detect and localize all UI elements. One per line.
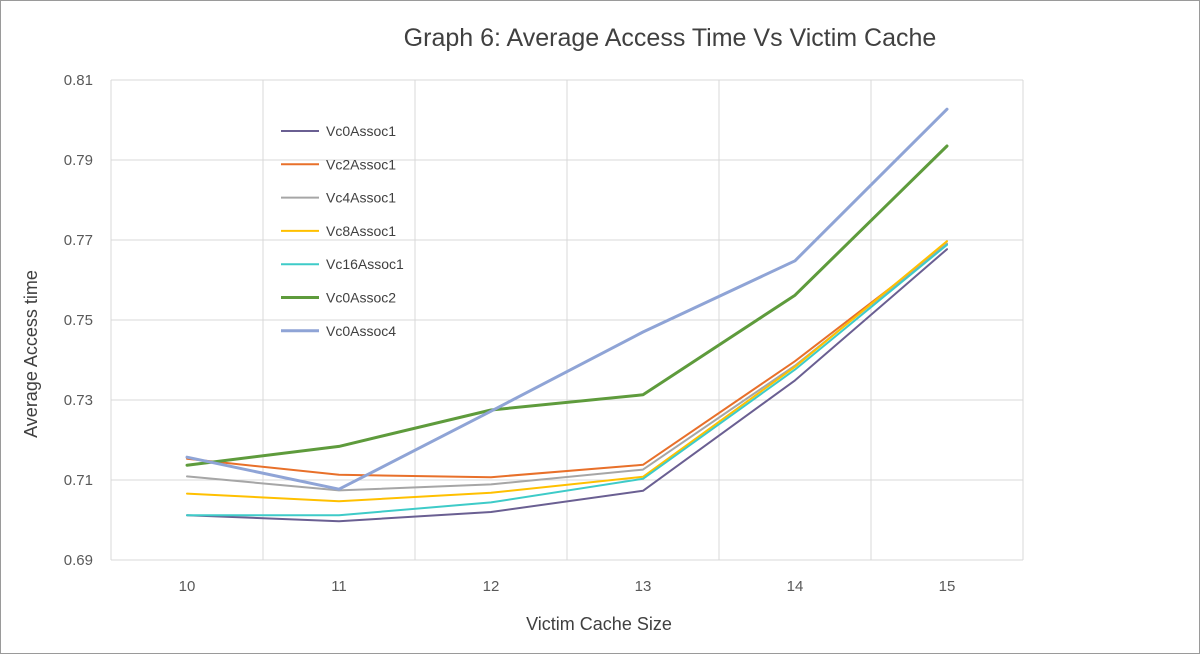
series-lines [185,107,949,523]
legend-label: Vc0Assoc2 [326,290,396,306]
series-line-vc0assoc4 [185,107,949,491]
series-line-vc0assoc1 [186,248,948,523]
y-axis-title: Average Access time [21,270,41,438]
y-tick-label: 0.73 [64,392,93,409]
legend: Vc0Assoc1 Vc2Assoc1 Vc4Assoc1 Vc8Assoc1 Vc16… [281,123,404,339]
y-tick-label: 0.79 [64,152,93,169]
legend-label: Vc2Assoc1 [326,156,396,172]
legend-label: Vc4Assoc1 [326,190,396,206]
y-axis-ticks: 0.69 0.71 0.73 0.75 0.77 0.79 0.81 [64,72,93,569]
x-tick-label: 14 [787,578,804,595]
legend-label: Vc16Assoc1 [326,256,404,272]
x-tick-label: 15 [939,578,956,595]
series-line-vc0assoc2 [185,144,949,467]
y-tick-label: 0.71 [64,472,93,489]
legend-label: Vc0Assoc1 [326,123,396,139]
series-line-vc16assoc1 [186,243,948,517]
x-axis-title: Victim Cache Size [526,614,672,634]
y-tick-label: 0.69 [64,552,93,569]
series-line-vc8assoc1 [186,240,948,503]
y-tick-label: 0.81 [64,72,93,89]
x-tick-label: 13 [635,578,652,595]
legend-label: Vc0Assoc4 [326,323,396,339]
x-tick-label: 10 [179,578,196,595]
x-tick-label: 11 [331,578,347,595]
legend-label: Vc8Assoc1 [326,223,396,239]
series-line-vc2assoc1 [186,243,948,479]
y-tick-label: 0.77 [64,232,93,249]
y-tick-label: 0.75 [64,312,93,329]
x-tick-label: 12 [483,578,500,595]
x-axis-ticks: 10 11 12 13 14 15 [179,578,956,595]
gridlines [110,79,1024,561]
chart-title: Graph 6: Average Access Time Vs Victim C… [404,24,937,52]
